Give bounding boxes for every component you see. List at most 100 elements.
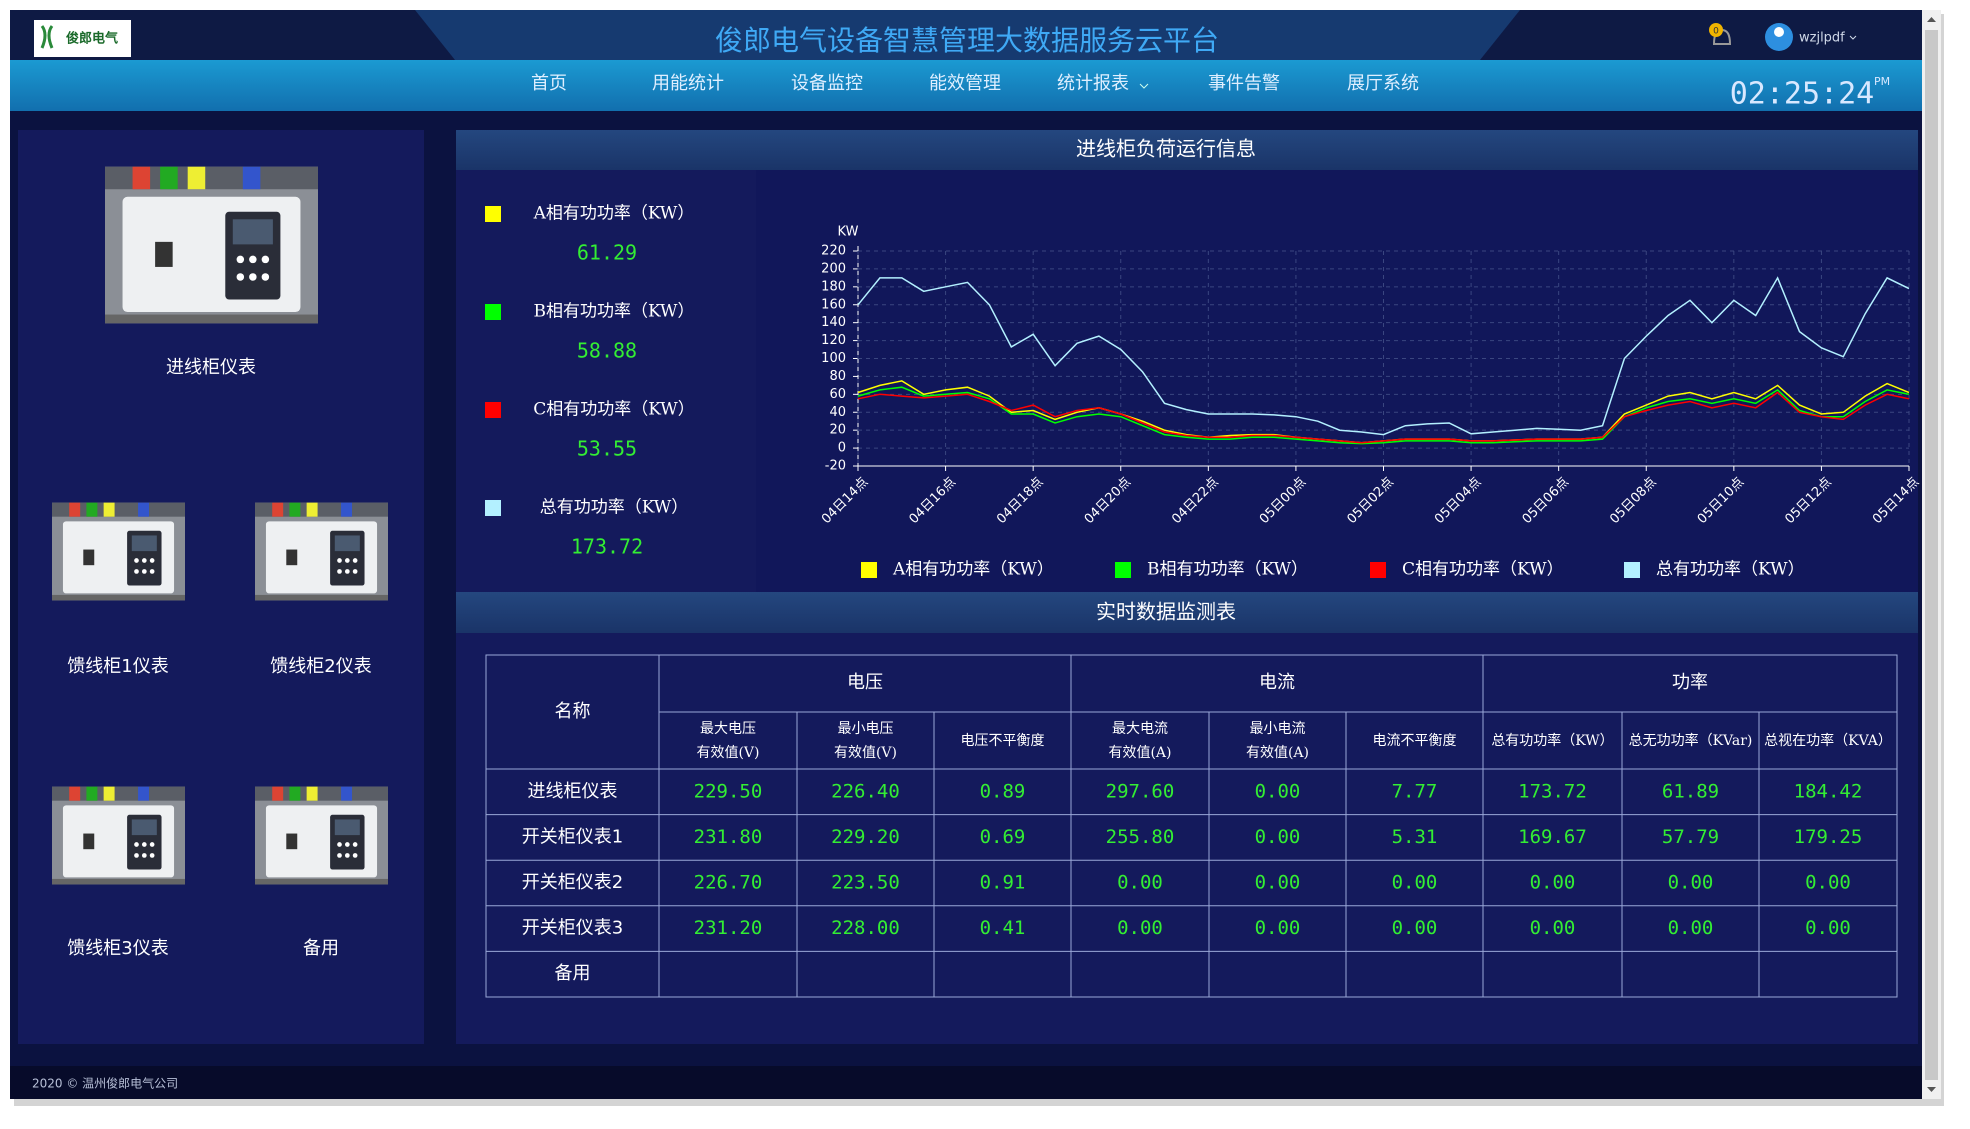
- device-label[interactable]: 馈线柜2仪表: [270, 656, 371, 677]
- device-label[interactable]: 备用: [303, 938, 339, 959]
- logo-text: 俊郎电气: [66, 31, 118, 47]
- table-border: [485, 654, 1898, 998]
- cell-value: 231.80: [694, 826, 763, 848]
- scroll-thumb[interactable]: [1925, 30, 1938, 1080]
- user-name[interactable]: wzjlpdf: [1799, 31, 1845, 46]
- cell-value: 255.80: [1106, 826, 1175, 848]
- y-axis-label: KW: [838, 225, 859, 240]
- device-image[interactable]: [52, 502, 185, 601]
- legend-label: C相有功功率（KW）: [1402, 560, 1564, 580]
- cell-value: 0.00: [1530, 872, 1576, 894]
- nav: 首页 用能统计 设备监控 能效管理 统计报表 事件告警 展厅系统: [531, 73, 1419, 94]
- app-title: 俊郎电气设备智慧管理大数据服务云平台: [715, 24, 1219, 57]
- clock: 02:25:24: [1730, 77, 1875, 112]
- row-name: 开关柜仪表1: [522, 826, 623, 847]
- row-name: 开关柜仪表3: [522, 918, 623, 939]
- cell-value: 184.42: [1794, 780, 1863, 802]
- y-tick-label: 140: [821, 315, 846, 330]
- row-name: 开关柜仪表2: [522, 872, 623, 893]
- footer: [10, 1066, 1922, 1099]
- user-caret: [1849, 35, 1857, 40]
- cell-value: 226.40: [831, 780, 900, 802]
- cell-value: 0.91: [980, 872, 1026, 894]
- table-group-header: 功率: [1672, 672, 1708, 693]
- cell-value: 0.00: [1117, 917, 1163, 939]
- cell-value: 0.00: [1530, 917, 1576, 939]
- reading-name: A相有功功率（KW）: [533, 204, 695, 224]
- table-column-header: 最小电流: [1250, 721, 1306, 737]
- legend-label: 总有功功率（KW）: [1656, 560, 1805, 580]
- cell-value: 0.00: [1668, 917, 1714, 939]
- reading-value: 173.72: [571, 535, 643, 559]
- legend-swatch: [1370, 562, 1386, 578]
- section-title: 进线柜负荷运行信息: [1076, 137, 1256, 161]
- table-column-header: 电压不平衡度: [961, 733, 1045, 749]
- cell-value: 0.69: [980, 826, 1026, 848]
- table-column-header: 最大电压: [700, 721, 756, 737]
- cell-value: 0.00: [1255, 780, 1301, 802]
- cell-value: 173.72: [1518, 780, 1587, 802]
- table-group-header: 电压: [847, 672, 883, 693]
- device-label[interactable]: 馈线柜3仪表: [67, 938, 168, 959]
- row-name: 进线柜仪表: [528, 781, 618, 802]
- nav-item[interactable]: 设备监控: [791, 73, 863, 94]
- legend-swatch: [485, 304, 501, 320]
- cell-value: 229.50: [694, 780, 763, 802]
- cell-value: 231.20: [694, 917, 763, 939]
- row-name: 备用: [555, 963, 591, 984]
- legend-swatch: [1115, 562, 1131, 578]
- table-column-header: 有效值(A): [1108, 745, 1171, 761]
- avatar-head: [1774, 27, 1784, 37]
- reading-name: C相有功功率（KW）: [533, 400, 695, 420]
- cell-value: 229.20: [831, 826, 900, 848]
- device-label[interactable]: 进线柜仪表: [166, 357, 256, 378]
- y-tick-label: 20: [829, 423, 846, 438]
- cell-value: 223.50: [831, 872, 900, 894]
- badge-count: 0: [1713, 27, 1719, 37]
- cell-value: 179.25: [1794, 826, 1863, 848]
- device-label[interactable]: 馈线柜1仪表: [67, 656, 168, 677]
- nav-item[interactable]: 首页: [531, 73, 567, 94]
- reading-value: 53.55: [577, 437, 637, 461]
- y-tick-label: 0: [838, 441, 846, 456]
- legend-label: A相有功功率（KW）: [892, 560, 1054, 580]
- y-tick-label: 100: [821, 351, 846, 366]
- cell-value: 297.60: [1106, 780, 1175, 802]
- cell-value: 57.79: [1662, 826, 1719, 848]
- y-tick-label: 180: [821, 279, 846, 294]
- cell-value: 0.00: [1668, 872, 1714, 894]
- nav-item[interactable]: 展厅系统: [1347, 73, 1419, 94]
- series-line: [857, 386, 1910, 445]
- cell-value: 0.00: [1392, 917, 1438, 939]
- nav-item[interactable]: 事件告警: [1208, 73, 1280, 94]
- y-tick-label: 60: [829, 387, 846, 402]
- chart-area: [756, 170, 1918, 592]
- reading-value: 58.88: [577, 339, 637, 363]
- cell-value: 226.70: [694, 872, 763, 894]
- reading-name: 总有功功率（KW）: [540, 498, 689, 518]
- table-column-header: 电流不平衡度: [1373, 733, 1457, 749]
- nav-item[interactable]: 统计报表: [1057, 73, 1129, 94]
- table-column-header: 有效值(V): [696, 745, 759, 761]
- footer-text: 2020 © 温州俊郎电气公司: [32, 1076, 178, 1091]
- clock-meridiem: PM: [1874, 75, 1890, 88]
- cell-value: 228.00: [831, 917, 900, 939]
- nav-item[interactable]: 用能统计: [652, 73, 724, 94]
- series-line: [857, 276, 1910, 436]
- table-group-header: 电流: [1259, 672, 1295, 693]
- legend-swatch: [1624, 562, 1640, 578]
- nav-item[interactable]: 能效管理: [929, 73, 1001, 94]
- device-image[interactable]: [255, 786, 388, 885]
- device-image[interactable]: [105, 166, 318, 324]
- table-column-header: 总有功功率（KW）: [1491, 732, 1613, 749]
- y-tick-label: 220: [821, 244, 846, 259]
- legend-swatch: [485, 206, 501, 222]
- cell-value: 0.00: [1255, 826, 1301, 848]
- y-tick-label: 120: [821, 333, 846, 348]
- cell-value: 7.77: [1392, 780, 1438, 802]
- cell-value: 0.00: [1255, 917, 1301, 939]
- device-image[interactable]: [255, 502, 388, 601]
- header-center: [415, 10, 1520, 60]
- device-image[interactable]: [52, 786, 185, 885]
